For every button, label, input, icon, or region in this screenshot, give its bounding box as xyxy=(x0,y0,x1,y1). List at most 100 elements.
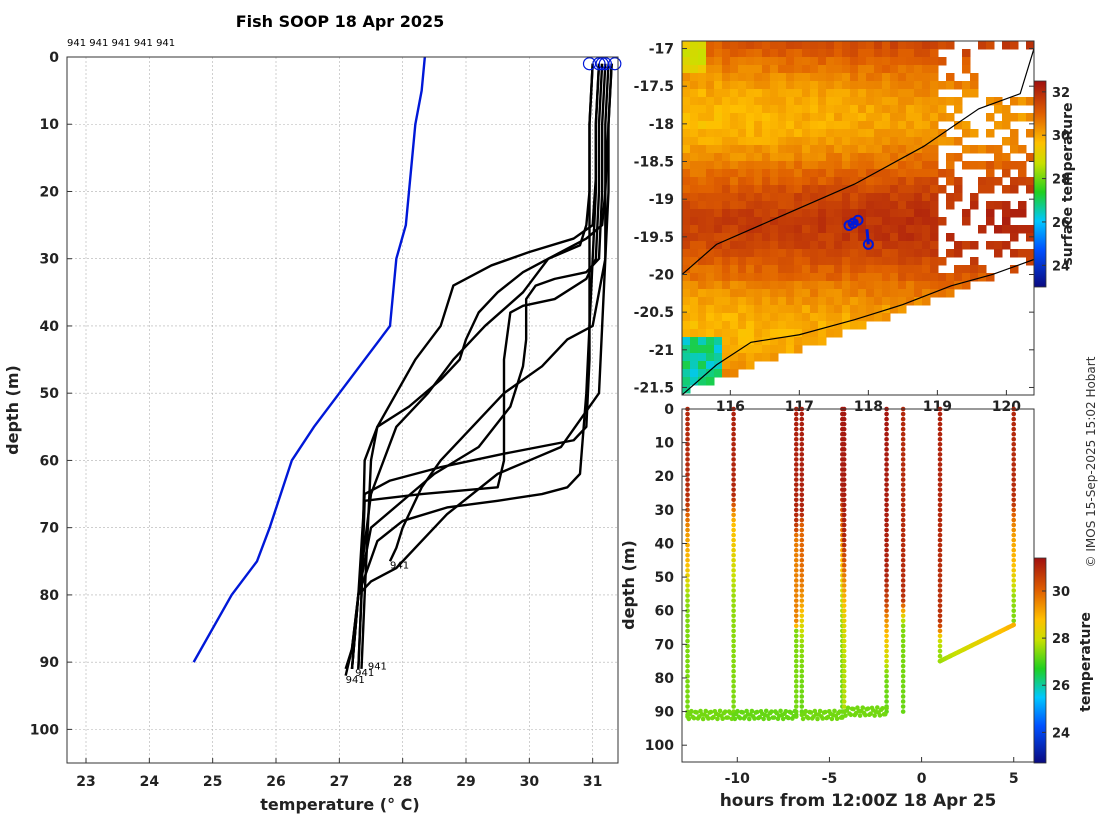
sst-cell xyxy=(810,217,819,226)
section-point xyxy=(799,421,805,427)
section-point xyxy=(793,421,799,427)
sst-cell xyxy=(1018,97,1027,106)
sst-cell xyxy=(722,121,731,130)
sst-cell xyxy=(978,161,987,170)
sst-cell xyxy=(770,57,779,66)
profile-x-tick-label: 29 xyxy=(456,774,475,790)
sst-cell xyxy=(802,177,811,186)
sst-cell xyxy=(786,185,795,194)
sst-cell xyxy=(810,169,819,178)
section-point xyxy=(884,573,889,578)
sst-cell xyxy=(778,209,787,218)
sst-cell xyxy=(690,153,699,162)
section-point xyxy=(685,482,690,487)
sst-cell xyxy=(794,129,803,138)
section-point xyxy=(793,668,799,674)
section-point xyxy=(793,608,799,614)
sst-cell xyxy=(818,185,827,194)
sst-cell xyxy=(994,145,1003,154)
sst-cell xyxy=(738,169,747,178)
section-point xyxy=(900,679,906,684)
sst-cell xyxy=(754,273,763,282)
sst-cell xyxy=(898,41,907,50)
sst-cell xyxy=(850,89,859,98)
sst-cell xyxy=(690,241,699,250)
sst-cell xyxy=(818,145,827,154)
sst-cell xyxy=(906,217,915,226)
section-point xyxy=(832,708,837,714)
sst-cell xyxy=(970,241,979,250)
sst-cell xyxy=(874,169,883,178)
section-point xyxy=(793,643,799,649)
sst-cell xyxy=(850,185,859,194)
sst-cell xyxy=(890,289,899,298)
sst-cell xyxy=(946,81,955,90)
sst-cell xyxy=(890,137,899,146)
sst-cell xyxy=(738,129,747,138)
sst-cell xyxy=(898,201,907,210)
sst-cell xyxy=(754,265,763,274)
section-point xyxy=(900,457,906,462)
section-point xyxy=(731,462,736,467)
sst-cell xyxy=(890,65,899,74)
sst-cell xyxy=(690,169,699,178)
sst-cell xyxy=(682,177,691,186)
cast-id-annotation: 941 xyxy=(390,561,409,572)
section-point xyxy=(731,552,736,558)
sst-cell xyxy=(818,273,827,282)
section-point xyxy=(685,694,690,699)
section-point xyxy=(799,603,805,608)
sst-cell xyxy=(994,121,1003,130)
sst-cell xyxy=(810,129,819,138)
sst-cell xyxy=(786,89,795,98)
sst-cell xyxy=(906,105,915,114)
sst-cell xyxy=(762,57,771,66)
sst-cell xyxy=(794,329,803,338)
sst-cell xyxy=(722,249,731,258)
section-point xyxy=(685,603,690,608)
section-point xyxy=(937,557,943,563)
section-point xyxy=(799,522,805,528)
sst-cell xyxy=(1010,161,1019,170)
sst-cell xyxy=(706,353,715,362)
sst-cell xyxy=(866,97,875,106)
section-point xyxy=(900,573,906,578)
reference-profile xyxy=(192,56,427,663)
sst-cell xyxy=(922,105,931,114)
sst-cell xyxy=(858,153,867,162)
sst-cell xyxy=(706,217,715,226)
section-point xyxy=(793,563,799,568)
sst-cell xyxy=(714,137,723,146)
section-x-tick-label: -5 xyxy=(822,771,838,787)
sst-cell xyxy=(698,121,707,130)
sst-cell xyxy=(794,193,803,202)
sst-cell xyxy=(1002,241,1011,250)
sst-field xyxy=(682,41,1034,394)
sst-cell xyxy=(858,89,867,98)
sst-cell xyxy=(786,97,795,106)
section-y-tick-label: 70 xyxy=(655,637,675,653)
sst-cell xyxy=(1002,185,1011,194)
sst-cell xyxy=(866,249,875,258)
section-point xyxy=(793,416,799,422)
sst-cell xyxy=(754,97,763,106)
sst-cell xyxy=(826,233,835,242)
sst-cell xyxy=(802,89,811,98)
sst-cell xyxy=(874,41,883,50)
cast-profile-line xyxy=(360,63,601,669)
sst-cell xyxy=(682,369,691,378)
section-point xyxy=(884,603,889,608)
sst-cell xyxy=(834,105,843,114)
section-point xyxy=(799,563,805,568)
sst-cell xyxy=(746,241,755,250)
sst-cell xyxy=(954,121,963,130)
sst-cell xyxy=(882,161,891,170)
sst-cell xyxy=(730,217,739,226)
sst-cell xyxy=(682,65,691,74)
section-point xyxy=(860,705,866,710)
sst-cell xyxy=(994,153,1003,162)
sst-cell xyxy=(794,337,803,346)
sst-cell xyxy=(698,177,707,186)
map-lat-tick-label: -19 xyxy=(649,192,674,208)
section-point xyxy=(685,608,690,614)
